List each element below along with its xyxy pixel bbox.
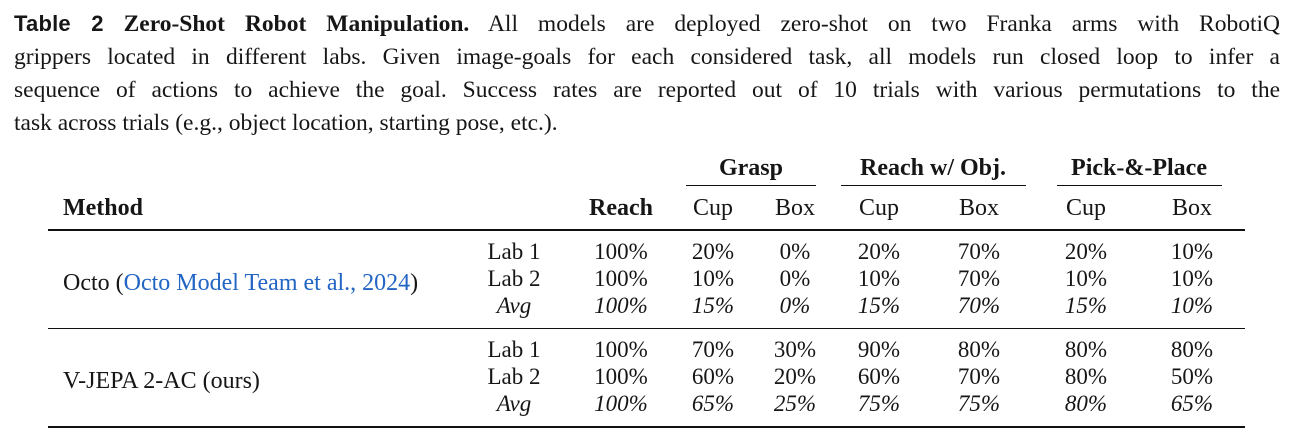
col-header-pnp-box: Box (1171, 195, 1212, 221)
cell-value: 70% (691, 336, 735, 362)
cell-value: 10% (1170, 238, 1214, 264)
reach-w-obj-underline-rule (840, 185, 1026, 186)
model-block-vjepa: V-JEPA 2-AC (ours) Lab 1 100% 70% 30% 90… (48, 328, 1245, 428)
cell-value: 10% (691, 265, 735, 291)
col-header-rwo-box: Box (958, 195, 999, 221)
octo-citation-link[interactable]: Octo Model Team et al., 2024 (123, 269, 411, 296)
lab-label: Lab 2 (487, 265, 541, 291)
cell-value: 25% (773, 390, 817, 416)
cell-value: 70% (957, 292, 1001, 318)
col-header-pnp-cup: Cup (1065, 195, 1106, 221)
cell-value: 20% (773, 363, 817, 389)
caption-line-1: Table 2 Zero-Shot Robot Manipulation. Al… (14, 7, 1280, 41)
table-row: V-JEPA 2-AC (ours) Lab 1 100% 70% 30% 90… (48, 329, 1245, 394)
results-table: Grasp Reach w/ Obj. Pick-&-Place Method … (48, 146, 1245, 428)
group-header-pick-and-place: Pick-&-Place (1033, 146, 1245, 186)
table-number-label: Table 2 (14, 11, 104, 36)
cell-value: 75% (957, 390, 1001, 416)
table-row-avg: Avg 100% 15% 0% 15% 70% 15% 10% (48, 292, 1245, 329)
cell-value: 80% (1064, 336, 1108, 362)
caption-line-4: task across trials (e.g., object locatio… (14, 110, 558, 136)
cell-value: 70% (957, 363, 1001, 389)
column-header-row: Method Reach Cup Box Cup Box Cup Box (48, 186, 1245, 230)
table-row: Lab 2 100% 10% 0% 10% 70% 10% 10% (48, 265, 1245, 292)
model-name-octo: Octo (Octo Model Team et al., 2024) (48, 230, 455, 329)
lab-label: Lab 1 (487, 336, 541, 362)
cell-value: 80% (957, 336, 1001, 362)
col-header-rwo-cup: Cup (858, 195, 899, 221)
cell-value: 80% (1064, 390, 1108, 416)
cell-value: 0% (779, 238, 811, 264)
cell-value: 100% (594, 292, 648, 318)
caption-text: All models are deployed zero-shot on two… (487, 11, 1281, 37)
cell-value: 15% (857, 292, 901, 318)
group-header-grasp: Grasp (669, 146, 833, 186)
caption-line-3: sequence of actions to achieve the goal.… (14, 77, 1280, 103)
cell-value: 0% (779, 265, 811, 291)
model-block-octo: Octo (Octo Model Team et al., 2024) Lab … (48, 230, 1245, 329)
cell-value: 30% (773, 336, 817, 362)
cell-value: 60% (857, 363, 901, 389)
model-name-prefix: Octo ( (63, 269, 124, 296)
cell-value: 75% (857, 390, 901, 416)
table-row-avg: Avg 100% 65% 25% 75% 75% 80% 65% (48, 390, 1245, 427)
group-header-spacer (48, 146, 669, 186)
cell-value: 65% (691, 390, 735, 416)
cell-value: 20% (691, 238, 735, 264)
lab-label: Avg (496, 390, 532, 416)
cell-value: 60% (691, 363, 735, 389)
lab-label: Lab 2 (487, 363, 541, 389)
cell-value: 100% (594, 363, 648, 389)
group-header-reach-w-obj: Reach w/ Obj. (833, 146, 1033, 186)
cell-value: 100% (594, 336, 648, 362)
cell-value: 50% (1170, 363, 1214, 389)
cell-value: 70% (957, 265, 1001, 291)
caption-title: Zero-Shot Robot Manipulation. (123, 11, 470, 37)
lab-label: Avg (496, 292, 532, 318)
cell-value: 20% (1064, 238, 1108, 264)
cell-value: 80% (1170, 336, 1214, 362)
cell-value: 100% (594, 238, 648, 264)
grasp-underline-rule (686, 185, 816, 186)
cell-value: 10% (857, 265, 901, 291)
cell-value: 0% (779, 292, 811, 318)
group-label-reach-w-obj: Reach w/ Obj. (860, 155, 1006, 181)
pick-and-place-underline-rule (1056, 185, 1222, 186)
cell-value: 80% (1064, 363, 1108, 389)
table-head: Grasp Reach w/ Obj. Pick-&-Place Method … (48, 146, 1245, 230)
col-header-grasp-box: Box (774, 195, 815, 221)
table-row: Octo (Octo Model Team et al., 2024) Lab … (48, 230, 1245, 296)
cell-value: 10% (1170, 265, 1214, 291)
cell-value: 100% (594, 390, 648, 416)
table-row: Lab 2 100% 60% 20% 60% 70% 80% 50% (48, 363, 1245, 390)
caption-line-2: grippers located in different labs. Give… (14, 44, 1280, 70)
col-header-method: Method (63, 195, 143, 221)
cell-value: 100% (594, 265, 648, 291)
cell-value: 10% (1170, 292, 1214, 318)
cell-value: 15% (691, 292, 735, 318)
cell-value: 70% (957, 238, 1001, 264)
lab-label: Lab 1 (487, 238, 541, 264)
group-label-pick-and-place: Pick-&-Place (1071, 155, 1207, 181)
cell-value: 90% (857, 336, 901, 362)
model-name-vjepa: V-JEPA 2-AC (ours) (63, 367, 260, 394)
group-header-row: Grasp Reach w/ Obj. Pick-&-Place (48, 146, 1245, 186)
cell-value: 10% (1064, 265, 1108, 291)
col-header-reach: Reach (589, 195, 653, 221)
col-header-grasp-cup: Cup (692, 195, 733, 221)
model-name-suffix: ) (410, 269, 419, 296)
table-caption: Table 2 Zero-Shot Robot Manipulation. Al… (14, 7, 1280, 140)
cell-value: 65% (1170, 390, 1214, 416)
col-header-lab-spacer (455, 186, 573, 230)
cell-value: 20% (857, 238, 901, 264)
group-label-grasp: Grasp (718, 155, 783, 181)
cell-value: 15% (1064, 292, 1108, 318)
